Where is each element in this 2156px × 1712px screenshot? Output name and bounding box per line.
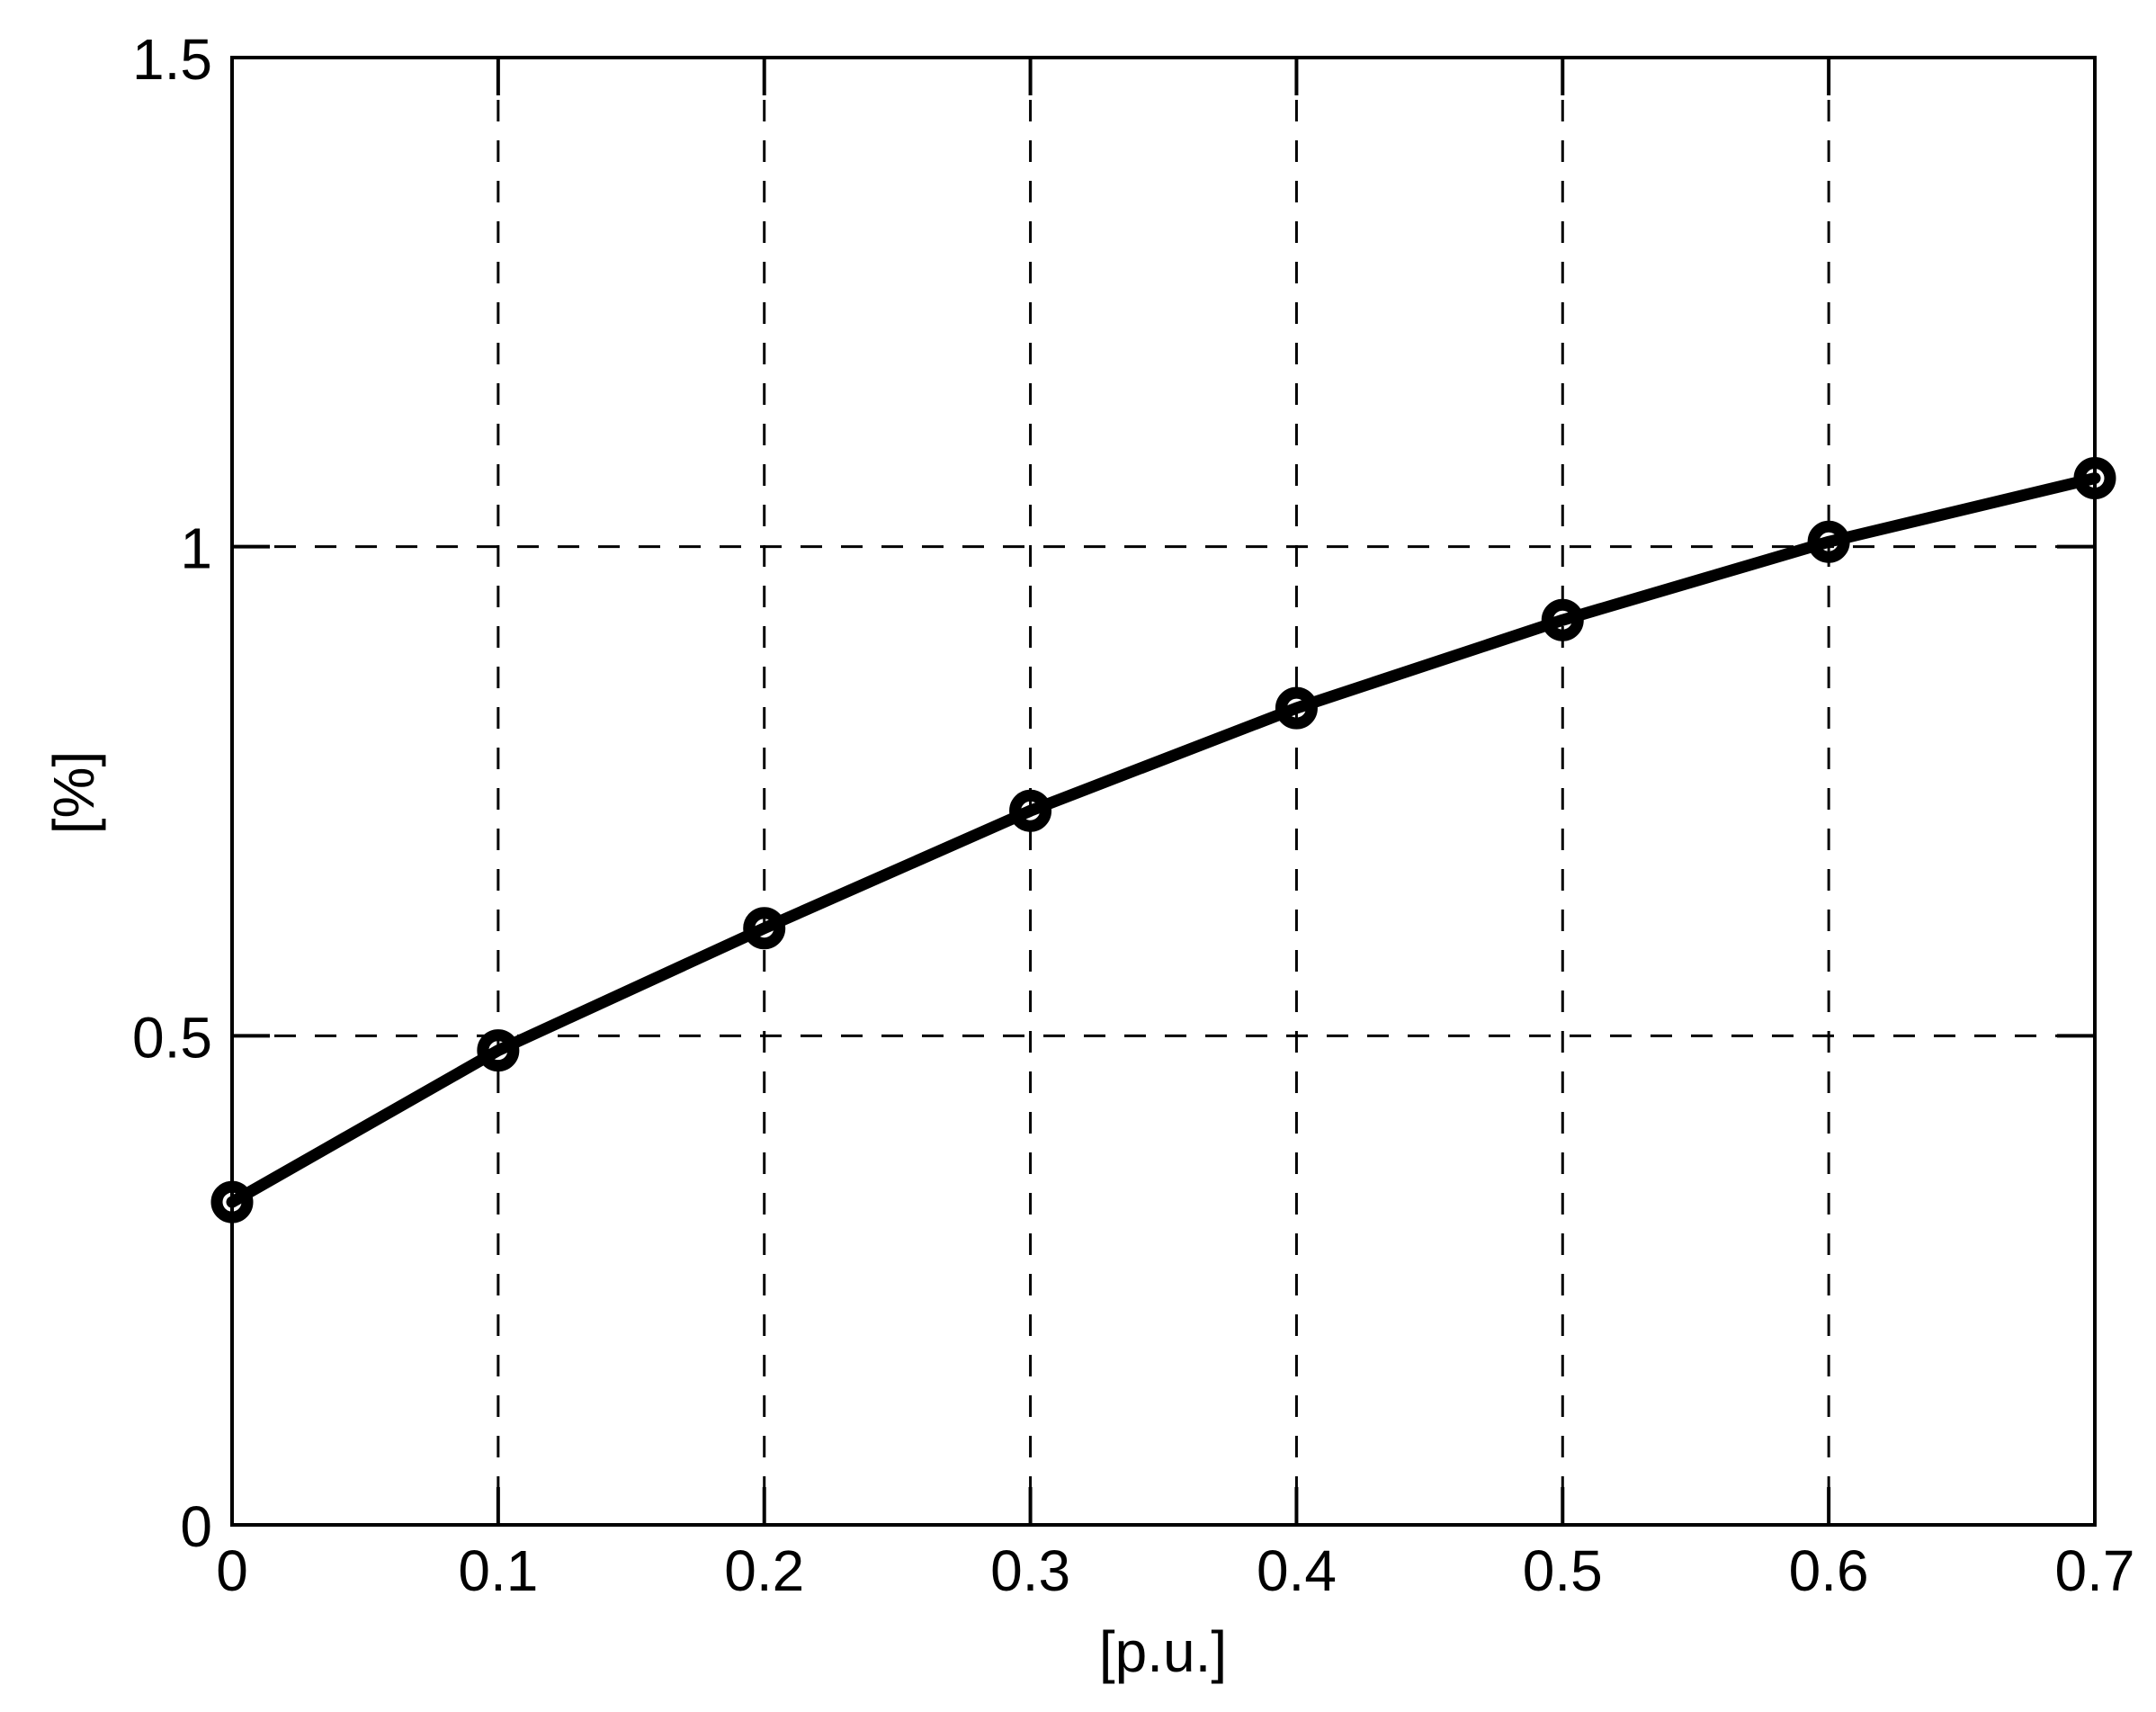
x-tick-label: 0.5 xyxy=(1523,1538,1603,1603)
tick-labels: 0 0.1 0.2 0.3 0.4 0.5 0.6 0.7 0 0.5 1 1.5 xyxy=(132,27,2134,1603)
data-point-marker xyxy=(1009,789,1052,832)
gridlines xyxy=(234,59,2093,1523)
x-tick-label: 0.6 xyxy=(1789,1538,1869,1603)
series-line xyxy=(226,472,2101,1208)
data-point-marker xyxy=(1807,520,1850,563)
plot-border-and-ticks xyxy=(230,56,2097,1527)
x-tick-label: 0.2 xyxy=(724,1538,804,1603)
data-point-marker xyxy=(210,1180,254,1223)
x-tick-label: 0.1 xyxy=(458,1538,538,1603)
data-series xyxy=(210,457,2116,1223)
data-point-marker xyxy=(477,1029,520,1072)
x-tick-label: 0.7 xyxy=(2055,1538,2135,1603)
plot-box xyxy=(230,56,2097,1527)
x-axis-label: [p.u.] xyxy=(1099,1619,1227,1684)
y-axis-label: [%] xyxy=(41,751,106,834)
x-tick-label: 0.3 xyxy=(990,1538,1070,1603)
data-point-marker xyxy=(1541,598,1584,641)
data-point-marker xyxy=(743,907,786,950)
data-point-marker xyxy=(2073,457,2116,500)
x-tick-label: 0.4 xyxy=(1257,1538,1337,1603)
data-point-marker xyxy=(1275,686,1318,730)
y-tick-label: 1 xyxy=(180,516,212,581)
y-tick-label: 0 xyxy=(180,1494,212,1559)
x-tick-label: 0 xyxy=(216,1538,248,1603)
y-tick-label: 1.5 xyxy=(132,27,212,92)
y-tick-label: 0.5 xyxy=(132,1005,212,1070)
